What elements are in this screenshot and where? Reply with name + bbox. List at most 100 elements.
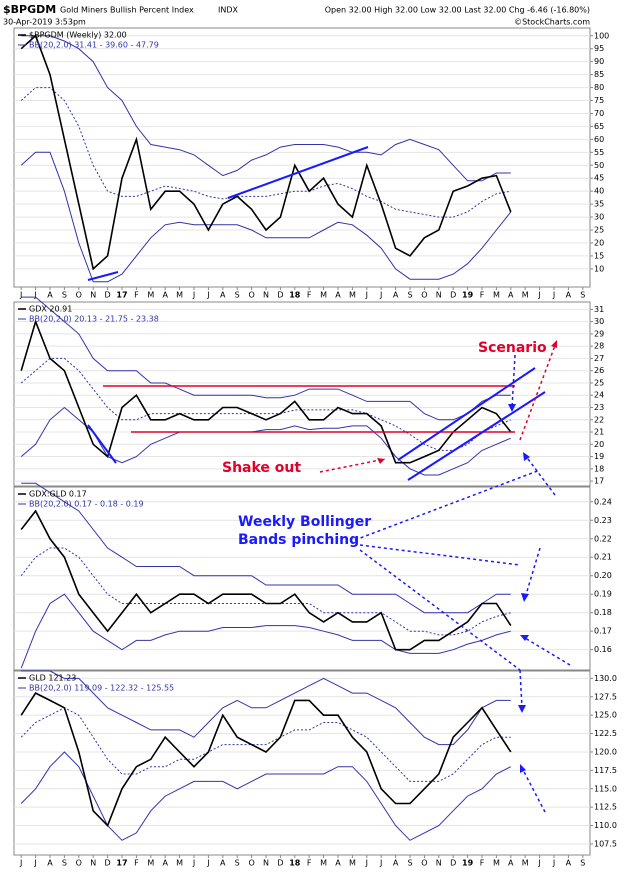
y-tick-label: 24 xyxy=(594,391,604,400)
y-tick-label: 20 xyxy=(594,238,604,247)
arrow xyxy=(524,454,556,496)
exchange: INDX xyxy=(218,6,239,15)
y-tick-label: 30 xyxy=(594,317,604,326)
y-tick-label: 40 xyxy=(594,187,604,196)
bollinger-lower xyxy=(20,751,512,841)
y-tick-label: 20 xyxy=(594,440,604,449)
y-tick-label: 21 xyxy=(594,428,604,437)
x-tick-label: A xyxy=(162,859,168,868)
x-tick-label: D xyxy=(450,859,456,868)
arrow-head xyxy=(377,458,385,464)
price-line xyxy=(20,692,512,828)
x-tick-label: M xyxy=(176,291,183,300)
x-tick-label: 19 xyxy=(462,859,474,868)
x-tick-label: 17 xyxy=(116,291,127,300)
x-tick-label: S xyxy=(235,859,240,868)
arrow-head xyxy=(518,705,526,713)
x-tick-label: A xyxy=(220,291,226,300)
x-tick-label: A xyxy=(566,291,572,300)
y-tick-label: 130.0 xyxy=(594,674,617,683)
arrow-head xyxy=(520,764,526,773)
x-tick-label: J xyxy=(552,859,555,868)
trend-line xyxy=(87,271,119,281)
x-tick-label: J xyxy=(192,859,195,868)
x-tick-label: J xyxy=(537,291,540,300)
x-tick-label: 17 xyxy=(116,859,127,868)
trend-line xyxy=(87,424,117,464)
y-tick-label: 0.23 xyxy=(594,516,612,525)
y-tick-label: 27 xyxy=(594,354,604,363)
quote: Open 32.00 High 32.00 Low 32.00 Last 32.… xyxy=(325,6,590,15)
channel-line xyxy=(407,391,546,481)
y-tick-label: 95 xyxy=(594,44,604,53)
x-tick-label: A xyxy=(393,291,399,300)
arrow-head xyxy=(508,404,516,412)
y-tick-label: 70 xyxy=(594,109,604,118)
x-tick-label: 18 xyxy=(289,859,301,868)
x-tick-label: D xyxy=(450,291,456,300)
x-tick-label: O xyxy=(76,859,82,868)
arrow-head xyxy=(521,593,529,602)
y-tick-label: 35 xyxy=(594,200,604,209)
x-tick-label: M xyxy=(349,291,356,300)
y-tick-label: 55 xyxy=(594,148,604,157)
x-tick-label: J xyxy=(33,859,36,868)
price-line xyxy=(20,34,512,271)
panel-frame xyxy=(13,670,591,856)
y-tick-label: 31 xyxy=(594,305,604,314)
x-tick-label: F xyxy=(134,859,139,868)
y-tick-label: 30 xyxy=(594,213,604,222)
bollinger-lower xyxy=(20,406,511,476)
x-tick-label: J xyxy=(379,291,382,300)
x-tick-label: N xyxy=(263,291,269,300)
x-tick-label: M xyxy=(522,859,529,868)
bollinger-upper xyxy=(21,670,511,746)
x-tick-label: F xyxy=(134,291,139,300)
annotation-drawings xyxy=(87,146,571,813)
trend-line xyxy=(227,146,369,199)
annotation: Bands pinching xyxy=(238,532,359,548)
price-line xyxy=(20,319,512,464)
y-tick-label: 0.17 xyxy=(594,627,612,636)
legend-entry: GLD 121.23 xyxy=(29,674,76,683)
arrow xyxy=(319,458,386,473)
arrow xyxy=(519,669,523,709)
bollinger-upper xyxy=(21,482,511,614)
legend-entry: BB(20,2.0) 0.17 - 0.18 - 0.19 xyxy=(29,500,144,509)
x-tick-label: J xyxy=(192,291,195,300)
x-tick-label: J xyxy=(206,859,209,868)
panels: 10 15 20 25 30 35 40 45 50 55 60 65 70 75 80 85 90 95 100 $… xyxy=(13,27,617,868)
x-tick-label: A xyxy=(47,291,53,300)
x-tick-label: S xyxy=(407,291,412,300)
x-tick-label: J xyxy=(365,859,368,868)
y-tick-label: 10 xyxy=(594,264,604,273)
x-tick-label: A xyxy=(393,859,399,868)
channel-line xyxy=(397,367,536,461)
y-tick-label: 0.22 xyxy=(594,534,612,543)
panel-frame xyxy=(13,27,591,288)
y-tick-label: 19 xyxy=(594,452,604,461)
y-tick-label: 120.0 xyxy=(594,747,617,756)
y-tick-label: 0.21 xyxy=(594,553,612,562)
x-tick-label: S xyxy=(580,859,585,868)
x-tick-label: S xyxy=(580,291,585,300)
x-tick-label: S xyxy=(407,859,412,868)
x-tick-label: M xyxy=(349,859,356,868)
y-tick-label: 29 xyxy=(594,329,604,338)
y-tick-label: 0.16 xyxy=(594,645,612,654)
panel-frame xyxy=(13,301,591,487)
x-tick-label: D xyxy=(277,859,283,868)
x-tick-label: J xyxy=(537,859,540,868)
y-tick-label: 90 xyxy=(594,57,604,66)
x-tick-label: M xyxy=(147,291,154,300)
x-tick-label: A xyxy=(566,859,572,868)
x-tick-label: 19 xyxy=(462,291,474,300)
x-tick-label: D xyxy=(105,291,111,300)
x-tick-label: S xyxy=(62,291,67,300)
y-tick-label: 100 xyxy=(594,31,609,40)
legend-entry: GDX 20.91 xyxy=(29,305,72,314)
x-tick-label: A xyxy=(335,859,341,868)
y-tick-label: 112.5 xyxy=(594,803,617,812)
x-tick-label: D xyxy=(105,859,111,868)
